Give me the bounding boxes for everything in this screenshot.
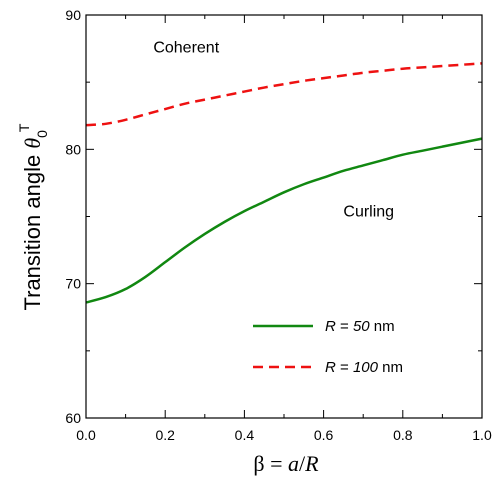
y-axis-label: Transition angle θ0T xyxy=(16,123,50,310)
legend-unit: nm xyxy=(378,359,403,376)
legend-var: R xyxy=(325,318,336,335)
legend-val: 100 xyxy=(353,359,379,376)
y-tick-label: 80 xyxy=(65,141,81,157)
legend-unit: nm xyxy=(370,318,395,335)
y-label-sup: T xyxy=(16,123,32,132)
legend-val: 50 xyxy=(353,318,370,335)
ticks-layer: 0.0 0.2 0.4 0.6 0.8 1.0 60 70 80 90 xyxy=(65,7,492,443)
series-line-r100 xyxy=(85,62,483,127)
y-label-theta: θ xyxy=(20,138,45,149)
x-tick-label: 1.0 xyxy=(472,427,492,443)
series-line-r50 xyxy=(85,137,483,304)
legend-eq: = xyxy=(336,359,353,376)
y-tick-label: 60 xyxy=(65,410,81,426)
series-layer xyxy=(85,62,483,304)
x-tick-label: 0.8 xyxy=(393,427,413,443)
y-label-sub: 0 xyxy=(34,130,50,138)
x-label-slash: / xyxy=(299,451,306,476)
plot-frame xyxy=(85,14,483,419)
x-label-a: a xyxy=(288,451,299,476)
legend: R = 50 nm R = 100 nm xyxy=(253,318,403,376)
x-tick-label: 0.6 xyxy=(314,427,334,443)
x-tick-label: 0.0 xyxy=(76,427,96,443)
annotation-coherent: Coherent xyxy=(153,40,219,57)
legend-var: R xyxy=(325,359,336,376)
legend-label-r50: R = 50 nm xyxy=(325,318,395,335)
y-tick-label: 90 xyxy=(65,7,81,23)
x-label-R: R xyxy=(304,451,319,476)
x-label-beta: β xyxy=(253,451,264,476)
annotation-curling: Curling xyxy=(343,204,394,221)
x-tick-label: 0.4 xyxy=(235,427,255,443)
x-tick-label: 0.2 xyxy=(155,427,175,443)
x-label-eq: = xyxy=(265,451,288,476)
legend-eq: = xyxy=(336,318,353,335)
y-label-main: Transition angle xyxy=(20,149,45,311)
legend-label-r100: R = 100 nm xyxy=(325,359,403,376)
x-axis-label: β = a/R xyxy=(253,451,319,476)
y-tick-label: 70 xyxy=(65,276,81,292)
